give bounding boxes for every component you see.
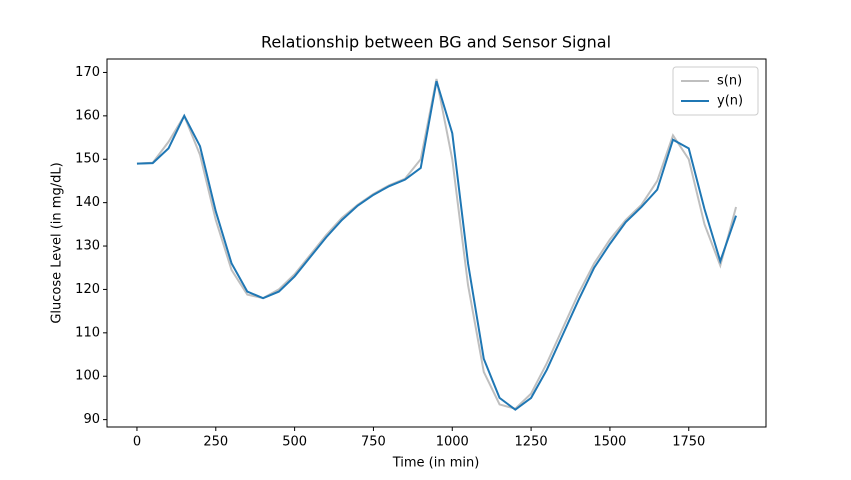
y-tick-label: 90 — [83, 412, 100, 427]
y-tick-label: 140 — [75, 195, 100, 210]
y-tick-label: 110 — [75, 325, 100, 340]
chart-title: Relationship between BG and Sensor Signa… — [261, 33, 611, 52]
y-tick-label: 170 — [75, 65, 100, 80]
line-series — [136, 80, 737, 411]
y-axis-label: Glucose Level (in mg/dL) — [50, 162, 65, 323]
x-axis-label: Time (in min) — [392, 456, 480, 471]
x-tick-label: 1750 — [672, 435, 705, 450]
y-tick-label: 100 — [75, 369, 100, 384]
x-tick-label: 250 — [203, 435, 228, 450]
legend-label: y(n) — [717, 94, 743, 109]
x-tick-label: 750 — [361, 435, 386, 450]
x-tick-label: 500 — [282, 435, 307, 450]
x-tick-label: 1000 — [436, 435, 469, 450]
y-tick-label: 120 — [75, 282, 100, 297]
line-series — [136, 78, 738, 410]
plot-frame — [106, 58, 767, 428]
x-tick-label: 1250 — [515, 435, 548, 450]
y-tick-label: 150 — [75, 152, 100, 167]
legend-box — [672, 66, 759, 116]
x-tick-label: 1500 — [593, 435, 626, 450]
legend-label: s(n) — [717, 74, 742, 89]
y-tick-label: 130 — [75, 239, 100, 254]
y-tick-label: 160 — [75, 108, 100, 123]
x-tick-label: 0 — [133, 435, 141, 450]
